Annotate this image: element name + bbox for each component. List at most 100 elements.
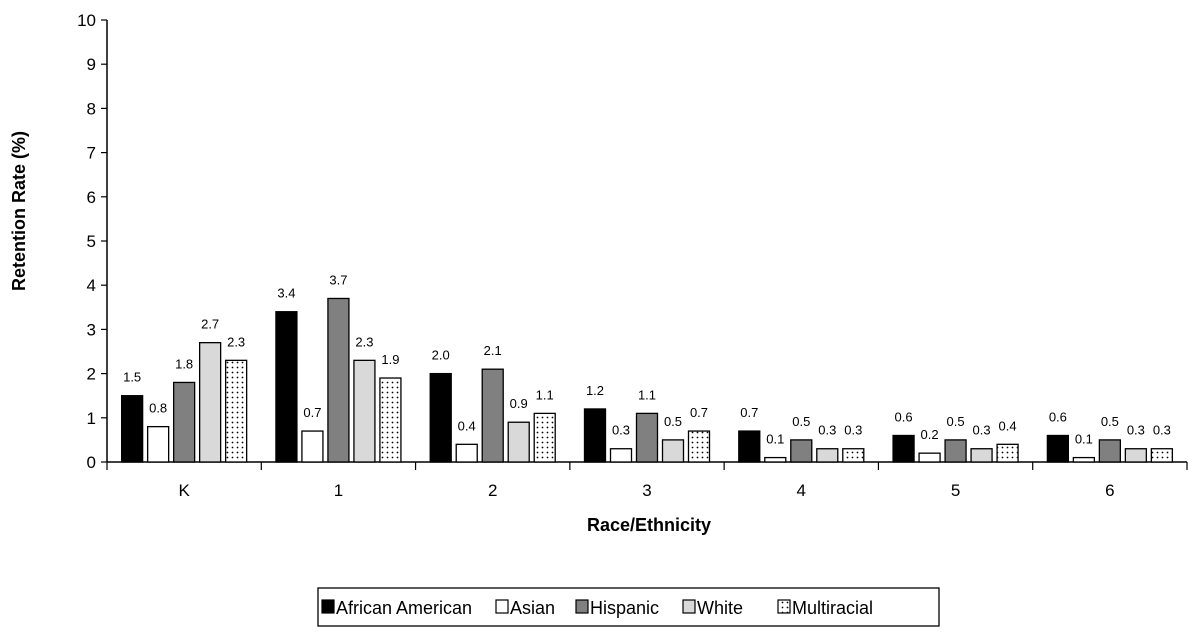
data-label: 1.5 (123, 370, 141, 385)
data-label: 0.1 (1075, 432, 1093, 447)
data-label: 0.3 (844, 423, 862, 438)
y-tick-label: 10 (77, 11, 96, 30)
x-tick-label: 4 (797, 481, 806, 500)
y-axis-title: Retention Rate (%) (9, 131, 29, 291)
bar (944, 439, 967, 463)
bar (1150, 448, 1174, 463)
data-label: 1.1 (638, 387, 656, 402)
legend-label: Hispanic (590, 598, 659, 618)
bar (892, 434, 915, 463)
legend-label: Asian (510, 598, 555, 618)
y-tick-label: 3 (87, 320, 96, 339)
y-tick-label: 4 (87, 276, 96, 295)
data-label: 0.4 (999, 418, 1017, 433)
legend-box (317, 587, 940, 627)
data-label: 2.7 (201, 317, 219, 332)
y-tick-label: 6 (87, 188, 96, 207)
y-tick-label: 1 (87, 409, 96, 428)
data-label: 0.5 (947, 414, 965, 429)
bar (120, 395, 144, 463)
legend-swatch (495, 599, 509, 614)
data-label: 0.5 (664, 414, 682, 429)
bar (146, 425, 170, 463)
x-tick-label: K (178, 481, 190, 500)
y-tick-label: 8 (87, 99, 96, 118)
bar (583, 408, 607, 463)
legend-swatch (575, 599, 589, 614)
data-label: 0.7 (303, 405, 321, 420)
bar (172, 381, 196, 463)
data-label: 0.1 (766, 432, 784, 447)
data-label: 0.3 (1153, 423, 1171, 438)
bar (379, 377, 402, 463)
data-label: 1.9 (381, 352, 399, 367)
y-tick-label: 9 (87, 55, 96, 74)
bar (455, 443, 478, 463)
data-label: 0.6 (895, 409, 913, 424)
legend: African American Asian Hispanic White Multir… (317, 587, 940, 627)
x-axis-title: Race/Ethnicity (587, 515, 711, 535)
data-label: 2.3 (355, 334, 373, 349)
legend-label: Multiracial (792, 598, 873, 618)
data-label: 0.3 (818, 423, 836, 438)
bar (1046, 434, 1070, 463)
bar (353, 359, 376, 463)
bars (120, 297, 1174, 463)
bar (687, 430, 711, 463)
bar (1072, 456, 1096, 463)
data-label: 0.6 (1049, 409, 1067, 424)
bar (738, 430, 761, 463)
data-label: 0.3 (1127, 423, 1145, 438)
x-tick-label: 2 (488, 481, 497, 500)
data-label: 2.3 (227, 334, 245, 349)
data-label: 2.1 (484, 343, 502, 358)
bar (429, 372, 452, 463)
bar (481, 368, 504, 463)
bar (224, 359, 248, 463)
bar (533, 412, 556, 463)
legend-swatch (682, 599, 696, 614)
legend-swatch (777, 599, 791, 614)
legend-label: African American (336, 598, 472, 618)
bar (970, 448, 993, 463)
bar (635, 412, 659, 463)
bar (790, 439, 813, 463)
data-label: 0.2 (921, 427, 939, 442)
bar (507, 421, 530, 463)
legend-label: White (697, 598, 743, 618)
data-label: 0.3 (612, 423, 630, 438)
x-tick-label: 3 (642, 481, 651, 500)
data-label: 0.4 (458, 418, 476, 433)
data-label: 1.8 (175, 356, 193, 371)
data-label: 0.5 (1101, 414, 1119, 429)
y-tick-label: 7 (87, 144, 96, 163)
x-tick-label: 5 (951, 481, 960, 500)
bar (996, 443, 1019, 463)
bar (1098, 439, 1122, 463)
bar (275, 311, 298, 463)
y-tick-label: 5 (87, 232, 96, 251)
bar (609, 448, 633, 463)
bar (764, 456, 787, 463)
x-tick-label: 1 (334, 481, 343, 500)
bar (1124, 448, 1148, 463)
data-label: 0.7 (690, 405, 708, 420)
data-label: 0.9 (510, 396, 528, 411)
data-label: 0.7 (740, 405, 758, 420)
data-label: 3.7 (329, 272, 347, 287)
bar (198, 342, 222, 463)
data-label: 0.3 (973, 423, 991, 438)
legend-swatch (321, 599, 335, 614)
y-tick-label: 0 (87, 453, 96, 472)
data-label: 1.2 (586, 383, 604, 398)
value-labels: 1.5 0.8 1.8 2.7 2.3 3.4 0.7 3.7 2.3 1.9 2.0 0.4 2.1 0… (123, 272, 1171, 446)
data-label: 0.8 (149, 401, 167, 416)
y-tick-label: 2 (87, 365, 96, 384)
bar (842, 448, 865, 463)
bar (301, 430, 324, 463)
bar (327, 297, 350, 463)
data-label: 1.1 (536, 387, 554, 402)
bar (918, 452, 941, 463)
data-label: 2.0 (432, 348, 450, 363)
